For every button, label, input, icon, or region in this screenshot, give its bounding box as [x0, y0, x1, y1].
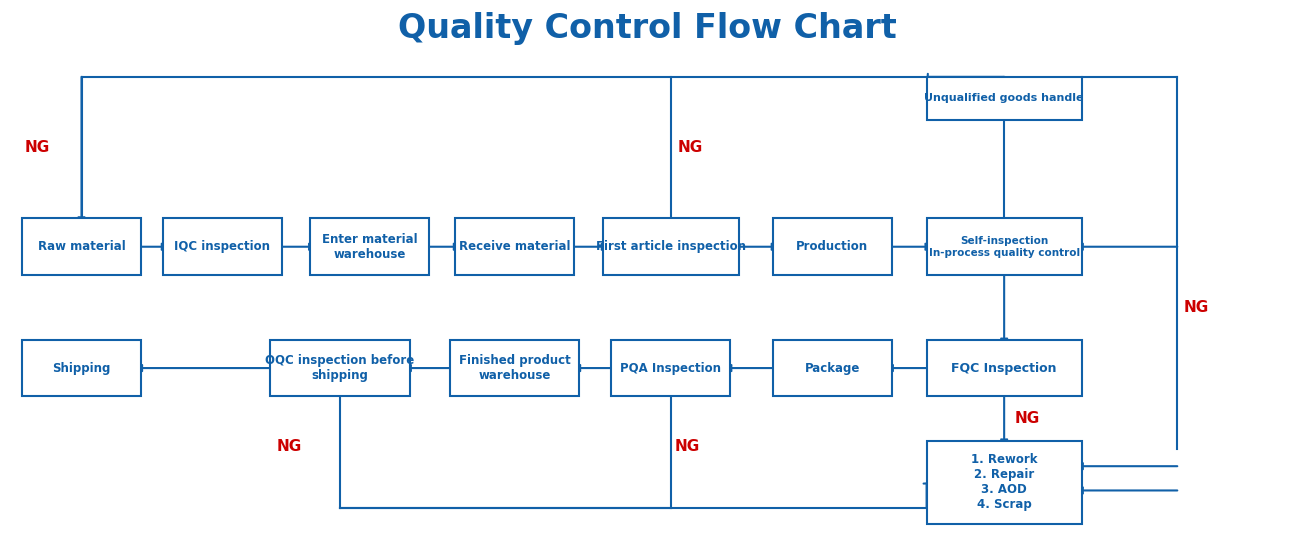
Text: PQA Inspection: PQA Inspection	[620, 362, 721, 375]
FancyBboxPatch shape	[773, 218, 892, 275]
Text: Production: Production	[796, 240, 869, 253]
Text: NG: NG	[675, 440, 699, 454]
Text: NG: NG	[277, 440, 302, 454]
Text: Enter material
warehouse: Enter material warehouse	[322, 233, 417, 261]
Text: Shipping: Shipping	[52, 362, 110, 375]
FancyBboxPatch shape	[311, 218, 429, 275]
Text: Unqualified goods handle: Unqualified goods handle	[925, 93, 1084, 104]
Text: Finished product
warehouse: Finished product warehouse	[458, 354, 570, 382]
Text: NG: NG	[1184, 300, 1210, 315]
FancyBboxPatch shape	[927, 441, 1081, 524]
FancyBboxPatch shape	[927, 77, 1081, 120]
FancyBboxPatch shape	[163, 218, 282, 275]
Text: Raw material: Raw material	[38, 240, 126, 253]
FancyBboxPatch shape	[603, 218, 738, 275]
Text: Package: Package	[804, 362, 860, 375]
FancyBboxPatch shape	[455, 218, 574, 275]
FancyBboxPatch shape	[449, 340, 579, 396]
FancyBboxPatch shape	[927, 218, 1081, 275]
Text: NG: NG	[1014, 411, 1040, 426]
Text: NG: NG	[25, 140, 51, 155]
Text: 1. Rework
2. Repair
3. AOD
4. Scrap: 1. Rework 2. Repair 3. AOD 4. Scrap	[971, 453, 1037, 511]
FancyBboxPatch shape	[22, 340, 141, 396]
FancyBboxPatch shape	[927, 340, 1081, 396]
Text: IQC inspection: IQC inspection	[175, 240, 271, 253]
FancyBboxPatch shape	[271, 340, 409, 396]
Text: OQC inspection before
shipping: OQC inspection before shipping	[265, 354, 414, 382]
FancyBboxPatch shape	[773, 340, 892, 396]
Text: FQC Inspection: FQC Inspection	[952, 362, 1057, 375]
Text: Receive material: Receive material	[458, 240, 570, 253]
Text: Quality Control Flow Chart: Quality Control Flow Chart	[398, 12, 897, 45]
FancyBboxPatch shape	[22, 218, 141, 275]
Text: Self-inspection
In-process quality control: Self-inspection In-process quality contr…	[929, 236, 1080, 257]
FancyBboxPatch shape	[611, 340, 730, 396]
Text: NG: NG	[677, 140, 702, 155]
Text: First article inspection: First article inspection	[596, 240, 746, 253]
